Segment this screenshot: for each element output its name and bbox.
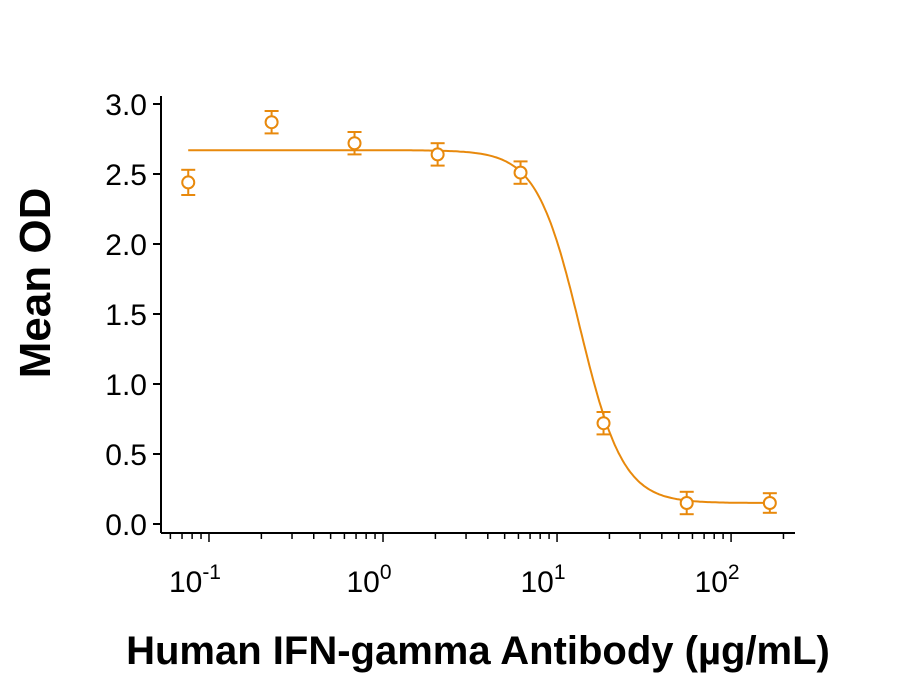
point-marker — [513, 165, 528, 180]
data-point — [762, 492, 777, 514]
point-marker — [264, 115, 279, 130]
point-marker — [181, 175, 196, 190]
point-marker — [430, 147, 445, 162]
x-tick-base: 10 — [346, 566, 379, 599]
y-tick-label: 2.5 — [105, 159, 147, 192]
data-point — [513, 160, 528, 185]
x-tick-base: 10 — [521, 566, 554, 599]
data-point — [596, 411, 611, 436]
data-point — [181, 168, 196, 196]
x-tick-base: 10 — [169, 566, 202, 599]
x-tick-label: 10-1 — [169, 561, 221, 599]
fit-curve — [188, 149, 770, 504]
y-tick-label: 3.0 — [105, 89, 147, 122]
point-marker — [762, 496, 777, 510]
x-axis-title: Human IFN-gamma Antibody (µg/mL) — [126, 629, 830, 673]
x-tick-label: 100 — [346, 561, 391, 599]
y-axis-title: Mean OD — [11, 188, 60, 379]
y-tick-label: 2.0 — [105, 229, 147, 262]
y-tick-label: 1.5 — [105, 299, 147, 332]
x-tick-label: 101 — [521, 561, 566, 599]
data-point — [347, 131, 362, 156]
y-tick-label: 0.5 — [105, 439, 147, 472]
x-tick-exponent: -1 — [202, 561, 221, 584]
y-tick-label: 0.0 — [105, 509, 147, 542]
data-point — [679, 490, 694, 516]
x-tick-label: 102 — [695, 561, 740, 599]
x-tick-exponent: 1 — [554, 561, 566, 584]
point-marker — [596, 416, 611, 431]
point-marker — [347, 136, 362, 151]
data-point — [430, 142, 445, 167]
x-tick-exponent: 2 — [728, 561, 740, 584]
x-tick-exponent: 0 — [380, 561, 392, 584]
point-marker — [679, 496, 694, 510]
data-point — [264, 110, 279, 135]
y-tick-label: 1.0 — [105, 369, 147, 402]
x-tick-base: 10 — [695, 566, 728, 599]
